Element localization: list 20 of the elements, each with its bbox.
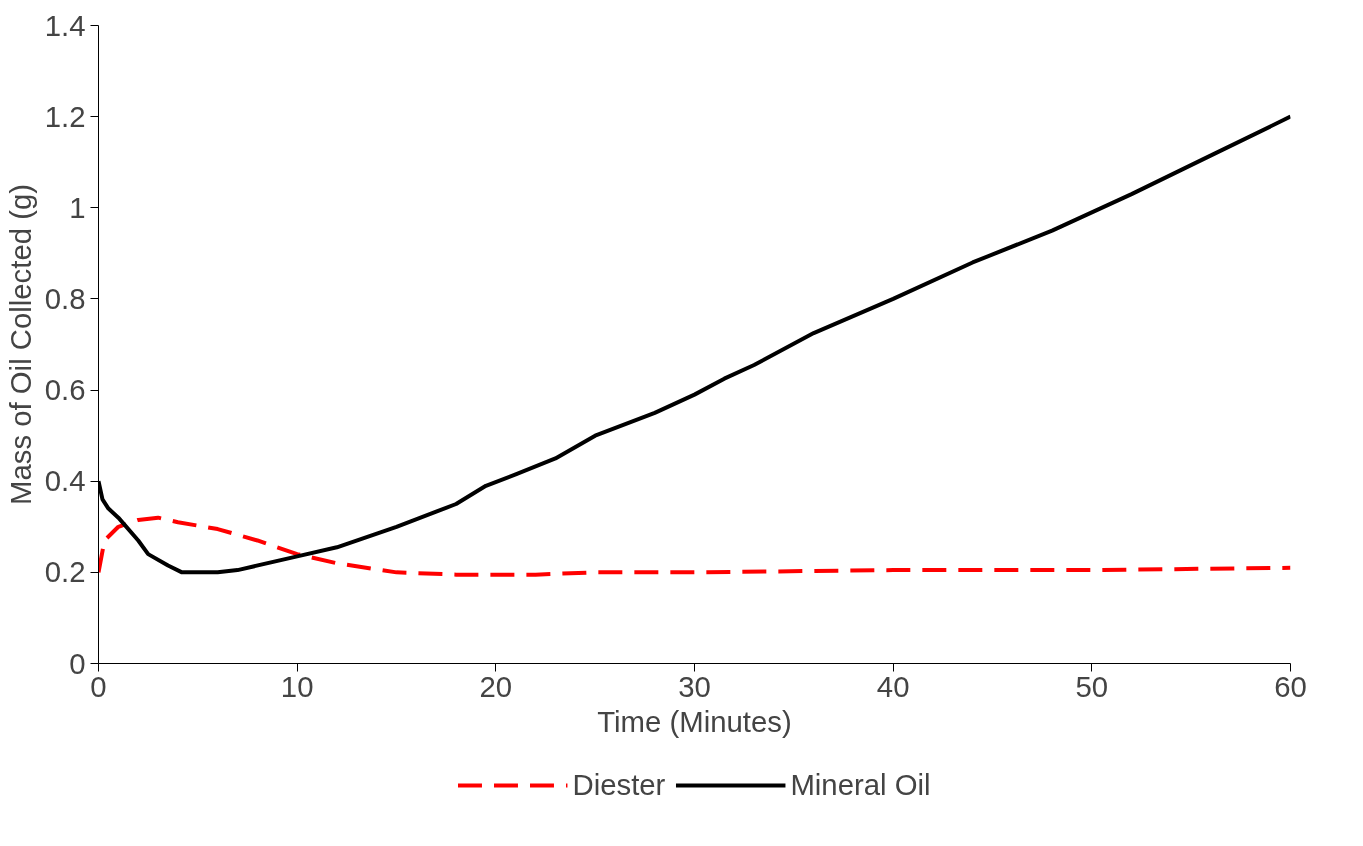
y-tick-label: 0.6	[44, 373, 86, 407]
y-tick-label: 0	[69, 646, 86, 680]
legend-label: Diester	[572, 768, 666, 802]
x-tick-label: 50	[1075, 669, 1109, 703]
x-tick-label: 40	[876, 669, 910, 703]
line-series	[98, 515, 1291, 577]
y-tick-label: 0.8	[44, 281, 86, 315]
y-axis-title: Mass of Oil Collected (g)	[3, 183, 37, 506]
x-tick-label: 0	[90, 669, 107, 703]
y-tick-label: 1.2	[44, 99, 86, 133]
legend-label: Mineral Oil	[790, 768, 931, 802]
x-tick-label: 60	[1274, 669, 1307, 703]
y-tick-label: 0.2	[44, 555, 86, 589]
y-tick-label: 1.4	[44, 8, 86, 42]
x-tick-label: 20	[479, 669, 513, 703]
x-tick-label: 10	[280, 669, 314, 703]
x-axis-title: Time (Minutes)	[597, 704, 792, 738]
y-tick-label: 1	[69, 190, 86, 224]
x-tick-label: 30	[678, 669, 711, 703]
y-tick-label: 0.4	[44, 464, 86, 498]
